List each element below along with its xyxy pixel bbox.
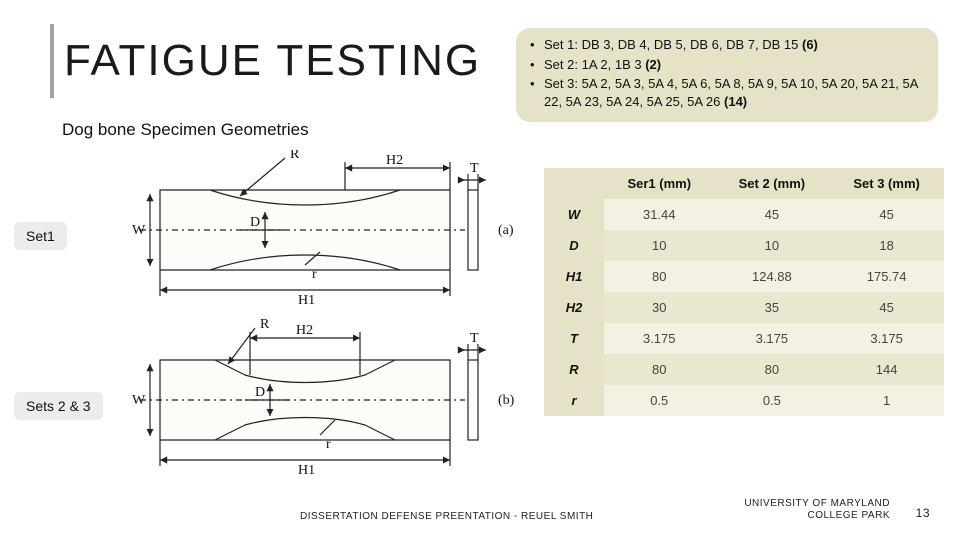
callout-prefix: Set 3: (544, 76, 578, 91)
cell: 1 (829, 385, 944, 416)
cell: 3.175 (715, 323, 830, 354)
table-row: D101018 (544, 230, 944, 261)
tag-set1: Set1 (14, 222, 67, 250)
row-header: r (544, 385, 604, 416)
specimen-sets-callout: Set 1: DB 3, DB 4, DB 5, DB 6, DB 7, DB … (516, 28, 938, 122)
title-bar: FATIGUE TESTING (50, 24, 481, 98)
cell: 0.5 (715, 385, 830, 416)
dogbone-diagram: R H2 W D r H1 T (a) R H2 W D r H1 T (b) (120, 150, 520, 490)
callout-prefix: Set 2: (544, 57, 578, 72)
col-header: Set 3 (mm) (829, 168, 944, 199)
callout-count: (2) (645, 57, 661, 72)
row-header: W (544, 199, 604, 230)
callout-count: (6) (802, 37, 818, 52)
footer-loc: COLLEGE PARK (807, 510, 890, 521)
cell: 80 (715, 354, 830, 385)
tag-sets-2-3: Sets 2 & 3 (14, 392, 103, 420)
cell: 35 (715, 292, 830, 323)
table-row: T3.1753.1753.175 (544, 323, 944, 354)
cell: 31.44 (604, 199, 715, 230)
cell: 3.175 (604, 323, 715, 354)
label-H2-b: H2 (296, 323, 313, 338)
footer-left: DISSERTATION DEFENSE PREENTATION - REUEL… (300, 511, 593, 522)
cell: 10 (604, 230, 715, 261)
row-header: T (544, 323, 604, 354)
label-H2: H2 (386, 153, 403, 168)
footer-right: UNIVERSITY OF MARYLAND COLLEGE PARK (744, 498, 890, 522)
cell: 45 (829, 199, 944, 230)
label-H1: H1 (298, 293, 315, 308)
footer-org: UNIVERSITY OF MARYLAND (744, 498, 890, 509)
cell: 80 (604, 261, 715, 292)
callout-item: Set 2: 1A 2, 1B 3 (2) (528, 56, 926, 74)
table-corner (544, 168, 604, 199)
page-number: 13 (916, 506, 930, 520)
label-D: D (250, 215, 260, 230)
dimension-table: Ser1 (mm) Set 2 (mm) Set 3 (mm) W31.4445… (544, 168, 944, 416)
label-b: (b) (498, 393, 515, 408)
label-a: (a) (498, 223, 514, 238)
table-row: W31.444545 (544, 199, 944, 230)
label-T: T (470, 161, 479, 176)
cell: 144 (829, 354, 944, 385)
col-header: Ser1 (mm) (604, 168, 715, 199)
col-header: Set 2 (mm) (715, 168, 830, 199)
row-header: H2 (544, 292, 604, 323)
callout-item: Set 1: DB 3, DB 4, DB 5, DB 6, DB 7, DB … (528, 36, 926, 54)
label-r-b: r (326, 437, 331, 452)
row-header: R (544, 354, 604, 385)
cell: 10 (715, 230, 830, 261)
slide-title: FATIGUE TESTING (64, 36, 481, 86)
table-row: R8080144 (544, 354, 944, 385)
cell: 18 (829, 230, 944, 261)
callout-count: (14) (724, 94, 747, 109)
label-T-b: T (470, 331, 479, 346)
callout-item: Set 3: 5A 2, 5A 3, 5A 4, 5A 6, 5A 8, 5A … (528, 75, 926, 110)
label-W: W (132, 223, 146, 238)
table-row: H2303545 (544, 292, 944, 323)
callout-body: 1A 2, 1B 3 (582, 57, 642, 72)
cell: 80 (604, 354, 715, 385)
table-row: H180124.88175.74 (544, 261, 944, 292)
cell: 124.88 (715, 261, 830, 292)
label-R: R (290, 150, 300, 162)
cell: 30 (604, 292, 715, 323)
label-r: r (312, 267, 317, 282)
cell: 45 (715, 199, 830, 230)
row-header: D (544, 230, 604, 261)
cell: 0.5 (604, 385, 715, 416)
table-row: r0.50.51 (544, 385, 944, 416)
cell: 3.175 (829, 323, 944, 354)
cell: 45 (829, 292, 944, 323)
label-R-b: R (260, 317, 270, 332)
slide-subtitle: Dog bone Specimen Geometries (62, 120, 309, 140)
label-D-b: D (255, 385, 265, 400)
label-W-b: W (132, 393, 146, 408)
callout-body: DB 3, DB 4, DB 5, DB 6, DB 7, DB 15 (582, 37, 799, 52)
row-header: H1 (544, 261, 604, 292)
table-header-row: Ser1 (mm) Set 2 (mm) Set 3 (mm) (544, 168, 944, 199)
cell: 175.74 (829, 261, 944, 292)
label-H1-b: H1 (298, 463, 315, 478)
callout-prefix: Set 1: (544, 37, 578, 52)
